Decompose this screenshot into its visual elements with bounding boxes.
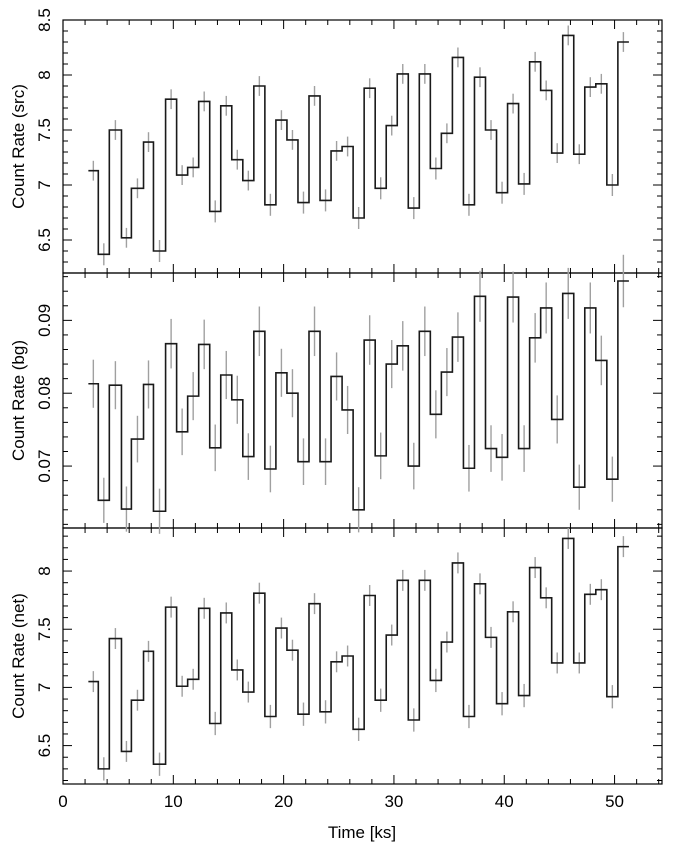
y-tick-label: 7 — [35, 683, 54, 692]
step-series — [88, 34, 629, 770]
step-series-line — [88, 34, 629, 256]
y-tick-label: 0.07 — [35, 450, 54, 483]
axis-ticks — [62, 19, 662, 784]
y-axis-title: Count Rate (src) — [9, 84, 28, 209]
x-tick-label: 20 — [274, 792, 293, 811]
y-tick-label: 6.5 — [35, 734, 54, 758]
y-tick-label: 7 — [35, 180, 54, 189]
panel-frames — [62, 19, 663, 785]
y-tick-label: 0.09 — [35, 304, 54, 337]
step-series-line — [88, 280, 629, 513]
step-series-line — [88, 537, 629, 770]
y-tick-label: 8 — [35, 70, 54, 79]
axis-labels: 6.5 7 7.5 8 8.5 Count Rate (src) 0.07 0.08 0.09 C… — [9, 8, 624, 811]
x-tick-label: 0 — [58, 792, 67, 811]
y-tick-label: 0.08 — [35, 377, 54, 410]
x-tick-label: 50 — [605, 792, 624, 811]
x-tick-label: 10 — [164, 792, 183, 811]
y-tick-label: 7.5 — [35, 617, 54, 641]
y-tick-label: 7.5 — [35, 118, 54, 142]
x-axis-title: Time [ks] — [328, 823, 396, 842]
panel-frame-3 — [62, 527, 663, 785]
y-tick-label: 8 — [35, 566, 54, 575]
x-tick-label: 30 — [384, 792, 403, 811]
y-axis-title: Count Rate (net) — [9, 593, 28, 719]
y-tick-label: 6.5 — [35, 228, 54, 252]
y-tick-label: 8.5 — [35, 8, 54, 32]
y-axis-title: Count Rate (bg) — [9, 340, 28, 461]
error-bars — [92, 25, 625, 781]
x-tick-label: 40 — [495, 792, 514, 811]
